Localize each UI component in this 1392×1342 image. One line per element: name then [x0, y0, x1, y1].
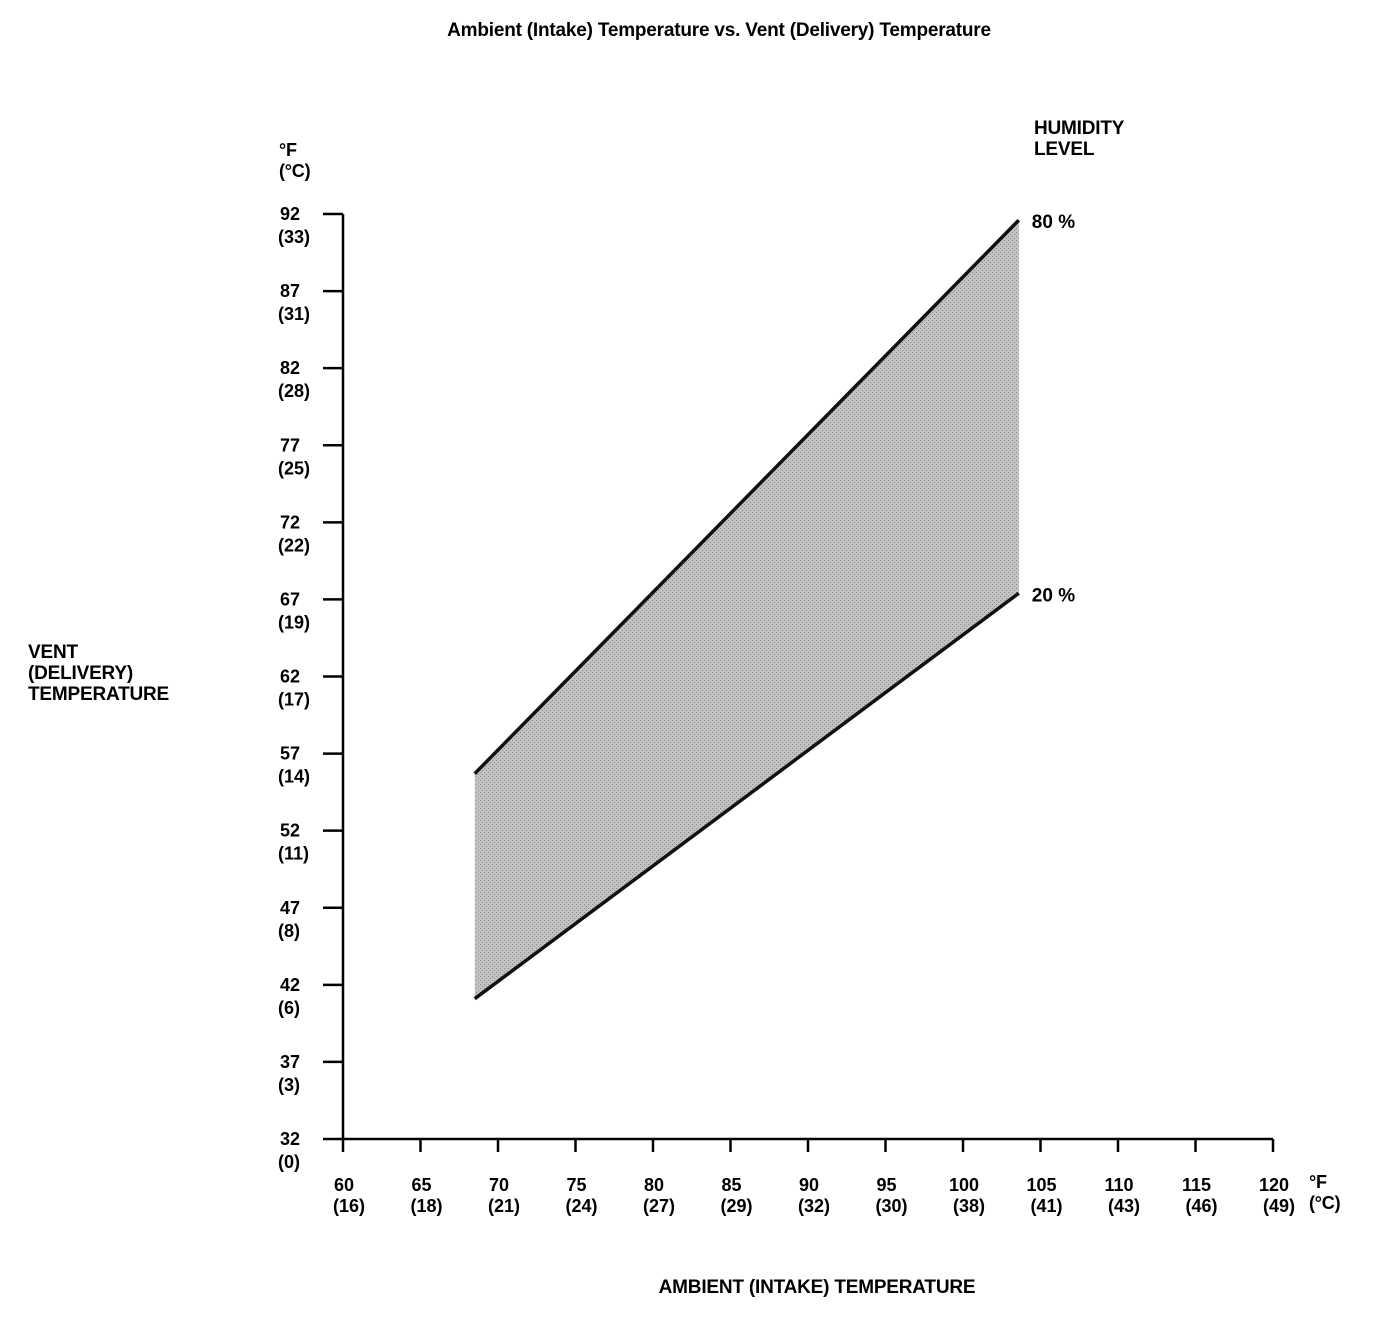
x-tick-sublabel: (49)	[1263, 1196, 1295, 1216]
x-tick-label: 65	[411, 1175, 431, 1195]
y-tick-label: 37	[280, 1052, 300, 1072]
x-tick-label: 70	[489, 1175, 509, 1195]
y-tick-label: 32	[280, 1129, 300, 1149]
y-tick-sublabel: (14)	[278, 767, 310, 787]
x-tick-sublabel: (18)	[410, 1196, 442, 1216]
x-axis-unit-label: °F (°C)	[1309, 1172, 1341, 1213]
y-tick-label: 62	[280, 667, 300, 687]
x-tick-label: 90	[799, 1175, 819, 1195]
x-tick-label: 85	[721, 1175, 741, 1195]
y-tick-label: 52	[280, 821, 300, 841]
x-tick-label: 110	[1104, 1175, 1133, 1195]
series-line-20	[473, 591, 1020, 1001]
y-axis-unit-label: °F (°C)	[279, 140, 311, 181]
y-tick-sublabel: (28)	[278, 381, 310, 401]
y-tick-label: 87	[280, 281, 300, 301]
y-tick-sublabel: (11)	[278, 844, 309, 864]
y-tick-label: 42	[280, 975, 300, 995]
x-axis-label: AMBIENT (INTAKE) TEMPERATURE	[658, 1277, 976, 1298]
x-tick-label: 95	[876, 1175, 896, 1195]
y-tick-sublabel: (0)	[278, 1152, 300, 1172]
x-tick-label: 105	[1026, 1175, 1056, 1195]
y-tick-sublabel: (22)	[278, 535, 310, 555]
y-tick-sublabel: (17)	[278, 690, 310, 710]
x-tick-sublabel: (27)	[643, 1196, 675, 1216]
y-tick-label: 92	[280, 204, 300, 224]
x-tick-sublabel: (43)	[1108, 1196, 1140, 1216]
y-tick-sublabel: (33)	[278, 227, 310, 247]
x-tick-label: 120	[1259, 1175, 1289, 1195]
y-tick-sublabel: (19)	[278, 612, 310, 632]
series-label-80: 80 %	[1032, 212, 1075, 233]
humidity-band-area	[474, 220, 1019, 999]
y-tick-label: 72	[280, 512, 300, 532]
series-label-20: 20 %	[1032, 585, 1075, 606]
chart-title: Ambient (Intake) Temperature vs. Vent (D…	[447, 20, 991, 41]
x-tick-label: 60	[334, 1175, 354, 1195]
y-tick-sublabel: (3)	[278, 1075, 300, 1095]
x-tick-sublabel: (46)	[1185, 1196, 1217, 1216]
x-tick-sublabel: (21)	[488, 1196, 520, 1216]
x-tick-sublabel: (29)	[720, 1196, 752, 1216]
x-tick-sublabel: (41)	[1030, 1196, 1062, 1216]
series-line-80	[473, 218, 1021, 775]
y-tick-sublabel: (31)	[278, 304, 310, 324]
y-tick-label: 47	[280, 898, 300, 918]
x-tick-label: 75	[566, 1175, 586, 1195]
x-tick-sublabel: (32)	[798, 1196, 830, 1216]
y-tick-sublabel: (6)	[278, 998, 300, 1018]
y-tick-label: 82	[280, 358, 300, 378]
y-axis-label: VENT (DELIVERY) TEMPERATURE	[28, 642, 170, 705]
x-tick-label: 115	[1182, 1175, 1211, 1195]
x-tick-sublabel: (24)	[565, 1196, 597, 1216]
y-tick-label: 57	[280, 744, 300, 764]
x-tick-label: 100	[949, 1175, 979, 1195]
y-tick-sublabel: (25)	[278, 458, 310, 478]
y-tick-label: 77	[280, 435, 300, 455]
legend-title: HUMIDITY LEVEL	[1034, 118, 1125, 160]
x-tick-sublabel: (38)	[953, 1196, 985, 1216]
x-tick-sublabel: (30)	[875, 1196, 907, 1216]
x-tick-label: 80	[644, 1175, 664, 1195]
y-tick-sublabel: (8)	[278, 921, 300, 941]
y-tick-label: 67	[280, 589, 300, 609]
x-tick-sublabel: (16)	[333, 1196, 365, 1216]
